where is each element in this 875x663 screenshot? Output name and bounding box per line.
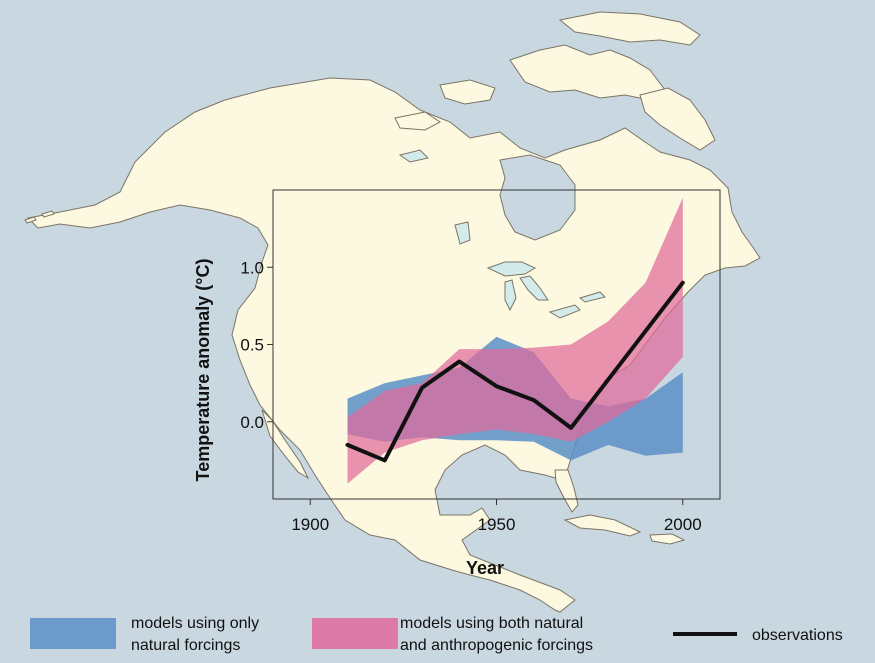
observations-line (345, 280, 685, 463)
y-tick-label: 0.5 (240, 336, 264, 355)
legend-natural-swatch (30, 618, 116, 649)
x-tick-label: 2000 (664, 515, 702, 534)
x-tick-label: 1900 (291, 515, 329, 534)
legend-anthropogenic-label: and anthropogenic forcings (400, 637, 593, 654)
observations-layer (345, 280, 685, 463)
x-axis-title: Year (466, 558, 504, 578)
legend-natural-label: natural forcings (131, 637, 240, 654)
x-tick-label: 1950 (478, 515, 516, 534)
axis-ticks: 1900 1950 2000 0.0 0.5 1.0 (240, 258, 701, 534)
y-axis-title: Temperature anomaly (°C) (193, 259, 213, 482)
legend: models using only natural forcings models … (30, 615, 843, 654)
y-tick-label: 0.0 (240, 413, 264, 432)
north-america-map (24, 11, 761, 613)
y-tick-label: 1.0 (240, 258, 264, 277)
legend-anthropogenic-swatch (312, 618, 398, 649)
legend-natural-label: models using only (131, 615, 259, 632)
anthropogenic-forcings-band (347, 197, 683, 484)
legend-anthropogenic-label: models using both natural (400, 615, 583, 632)
bands-layer (347, 197, 683, 484)
legend-observations-label: observations (752, 627, 843, 644)
